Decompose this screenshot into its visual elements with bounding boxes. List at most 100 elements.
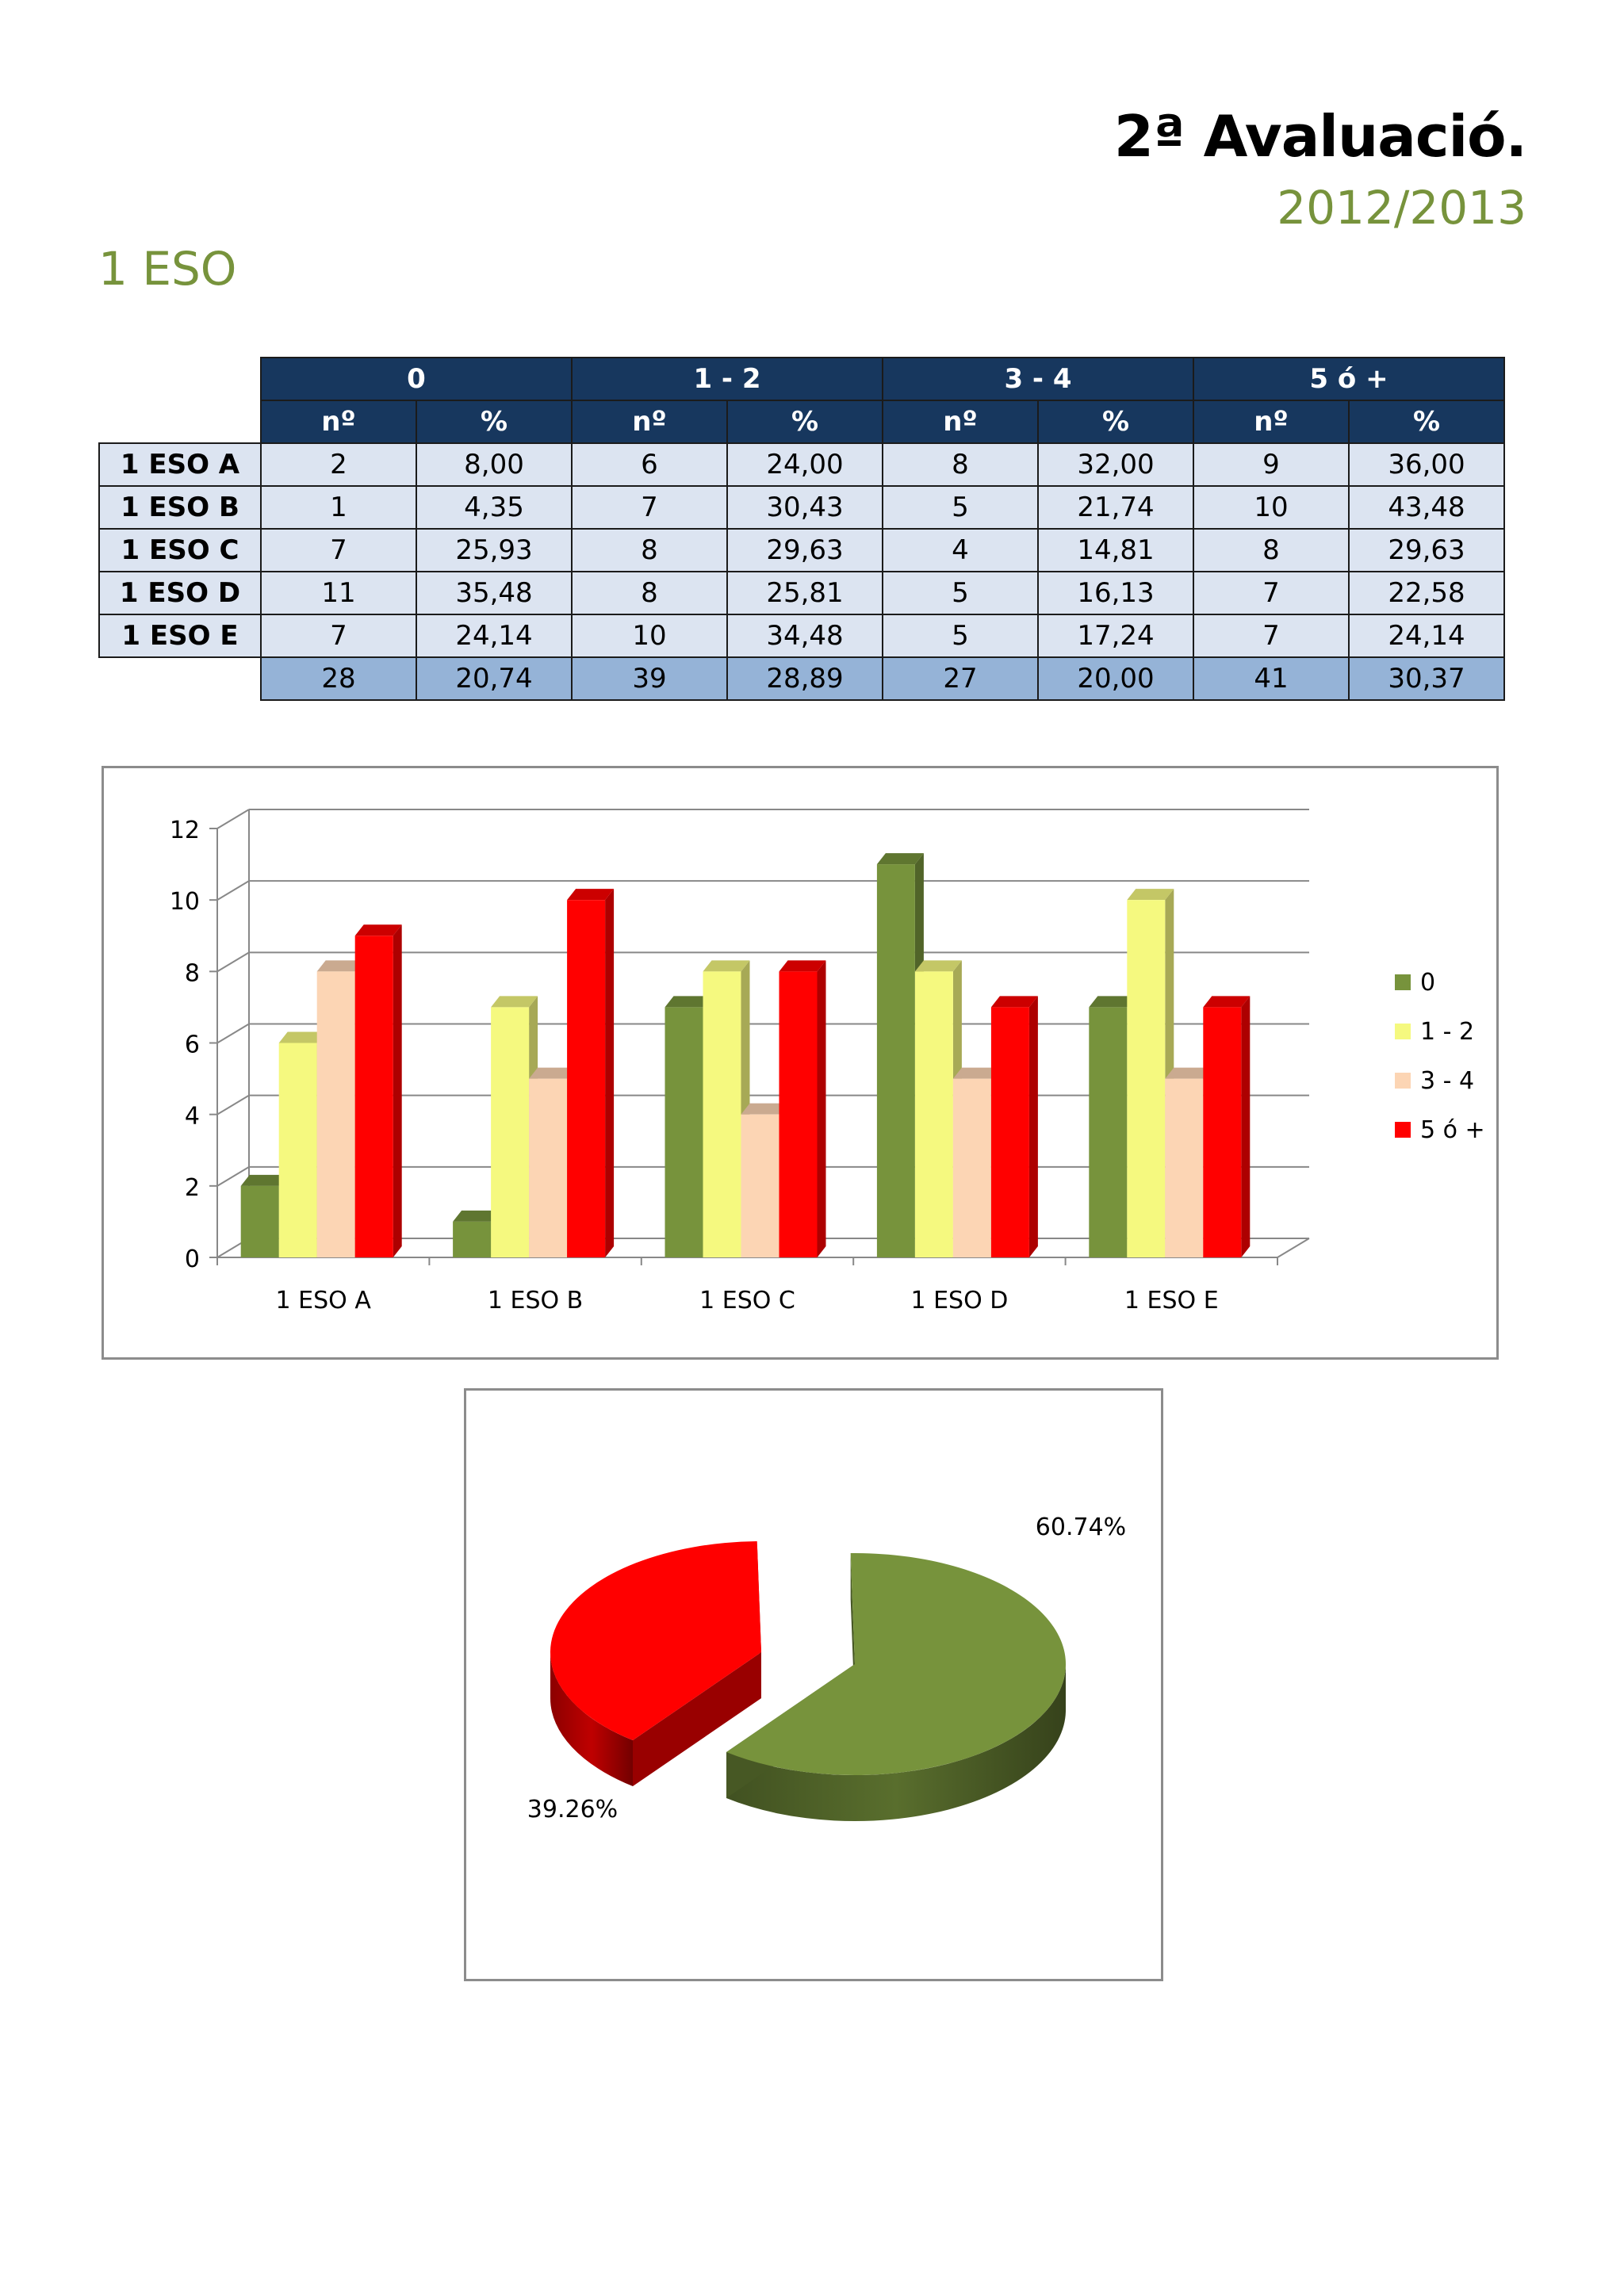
total-cell: 27: [882, 656, 1039, 701]
legend-swatch: [1395, 974, 1411, 990]
pie-slice-top: [550, 1541, 761, 1741]
legend-swatch: [1395, 1024, 1411, 1039]
floor-edge: [1277, 1238, 1310, 1258]
bar-top: [1127, 889, 1174, 901]
table-cell: 8,00: [416, 442, 573, 487]
table-cell: 43,48: [1348, 485, 1505, 530]
bar-side: [1028, 996, 1038, 1257]
table-row: 1 ESO E 7 24,14 10 34,48 5 17,24 7 24,14: [98, 614, 1505, 658]
table-cell: 29,63: [1348, 528, 1505, 572]
table-cell: 25,81: [726, 571, 883, 615]
table-cell: 9: [1193, 442, 1350, 487]
bar: [703, 960, 750, 1257]
table-cell: 34,48: [726, 614, 883, 658]
row-label: 1 ESO C: [98, 528, 262, 572]
bar-top: [1165, 1067, 1212, 1079]
table-row: 1 ESO A 2 8,00 6 24,00 8 32,00 9 36,00: [98, 442, 1505, 487]
table-cell: 36,00: [1348, 442, 1505, 487]
bar-chart-frame: 0 2 4 6 8 10 12 1 ESO A 1 ESO B 1 ESO C 1 ESO D 1 E…: [102, 766, 1499, 1360]
sub-header: nº: [1193, 400, 1350, 444]
total-cell: 28,89: [726, 656, 883, 701]
bar-top: [316, 960, 364, 972]
sub-header: %: [1037, 400, 1194, 444]
bar-side: [1241, 996, 1251, 1257]
pie-slice: [726, 1553, 1066, 1821]
table-cell: 17,24: [1037, 614, 1194, 658]
bar-top: [703, 960, 750, 972]
bar-top: [665, 996, 712, 1008]
bar: [665, 996, 712, 1257]
table-cell: 29,63: [726, 528, 883, 572]
results-table: 0 1 - 2 3 - 4 5 ó + nº % nº % nº % nº % …: [98, 357, 1505, 701]
table-corner: [99, 657, 261, 700]
table-cell: 5: [882, 571, 1039, 615]
bar: [990, 996, 1038, 1257]
group-header: 3 - 4: [882, 357, 1194, 401]
pie-slice-cut: [633, 1652, 761, 1787]
sub-header: %: [1348, 400, 1505, 444]
legend-label: 0: [1420, 969, 1435, 997]
bar-front: [316, 971, 355, 1257]
table-cell: 21,74: [1037, 485, 1194, 530]
table-cell: 5: [882, 614, 1039, 658]
bar-top: [240, 1174, 288, 1186]
x-tick-label: 1 ESO C: [699, 1287, 795, 1314]
table-cell: 30,43: [726, 485, 883, 530]
pie-chart: 60.74% 39.26%: [527, 1513, 1126, 1823]
table-cell: 5: [882, 485, 1039, 530]
total-cell: 41: [1193, 656, 1350, 701]
gridline-side: [216, 1023, 250, 1044]
table-cell: 24,00: [726, 442, 883, 487]
table-cell: 6: [571, 442, 728, 487]
bar-side: [393, 924, 402, 1257]
bar: [1203, 996, 1251, 1257]
bar-front: [1089, 1007, 1128, 1257]
sub-header: nº: [260, 400, 417, 444]
bar-front: [990, 1007, 1029, 1257]
section-title: 1 ESO: [98, 242, 237, 296]
y-tick-label: 0: [185, 1246, 200, 1273]
table-cell: 2: [260, 442, 417, 487]
table-row: 1 ESO D 11 35,48 8 25,81 5 16,13 7 22,58: [98, 571, 1505, 615]
bar-front: [741, 1114, 779, 1257]
row-label: 1 ESO A: [98, 442, 262, 487]
gridline-side: [216, 809, 250, 829]
legend-label: 5 ó +: [1420, 1116, 1485, 1144]
table-cell: 8: [571, 528, 728, 572]
x-tick-label: 1 ESO E: [1124, 1287, 1219, 1314]
gridline-side: [216, 951, 250, 973]
bar-top: [354, 924, 402, 936]
bar-front: [1127, 900, 1166, 1257]
table-cell: 7: [260, 614, 417, 658]
table-cell: 11: [260, 571, 417, 615]
gridline-side: [216, 880, 250, 901]
table-corner: [99, 400, 261, 443]
y-tick-label: 2: [185, 1174, 200, 1202]
bar: [354, 924, 402, 1257]
row-label: 1 ESO B: [98, 485, 262, 530]
table-cell: 22,58: [1348, 571, 1505, 615]
pie-slice-wall: [550, 1652, 634, 1787]
school-year: 2012/2013: [1277, 181, 1526, 235]
table-cell: 7: [1193, 614, 1350, 658]
bar-front: [665, 1007, 703, 1257]
pie-slice-wall: [726, 1664, 1066, 1821]
totals-row: 28 20,74 39 28,89 27 20,00 41 30,37: [99, 656, 1505, 701]
sub-header: nº: [571, 400, 728, 444]
pie-chart-frame: 60.74% 39.26%: [464, 1388, 1163, 1981]
bar-top: [990, 996, 1038, 1008]
pie-data-label: 60.74%: [1036, 1513, 1126, 1541]
table-cell: 24,14: [416, 614, 573, 658]
legend-swatch: [1395, 1073, 1411, 1089]
table-cell: 16,13: [1037, 571, 1194, 615]
table-cell: 7: [260, 528, 417, 572]
table-cell: 1: [260, 485, 417, 530]
bar: [567, 889, 615, 1257]
bar-front: [240, 1185, 279, 1257]
bar-front: [952, 1078, 991, 1257]
total-cell: 30,37: [1348, 656, 1505, 701]
sub-header: nº: [882, 400, 1039, 444]
table-row: 1 ESO C 7 25,93 8 29,63 4 14,81 8 29,63: [98, 528, 1505, 572]
table-cell: 8: [882, 442, 1039, 487]
table-corner: [99, 358, 261, 400]
